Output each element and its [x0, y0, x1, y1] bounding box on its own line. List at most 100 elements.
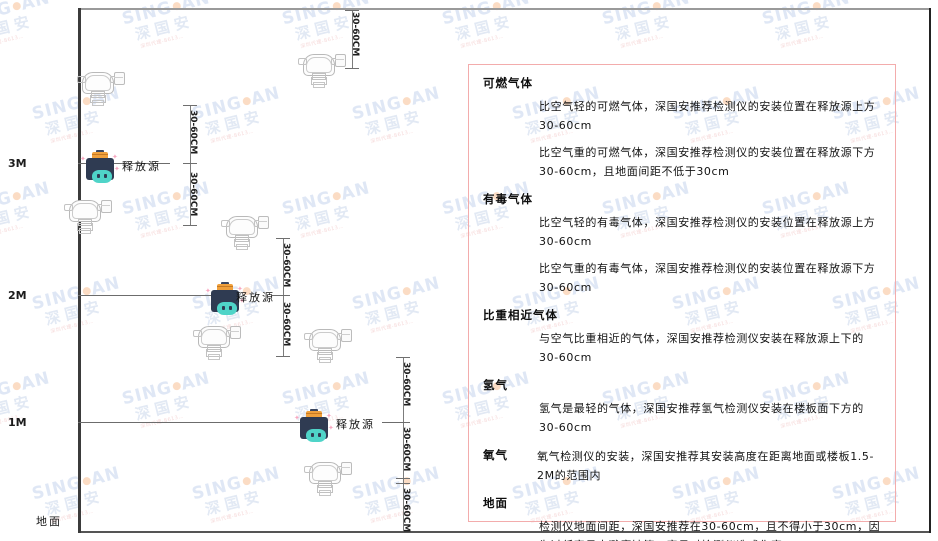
- watermark-brand-cn: 深国安: [133, 11, 196, 44]
- detector-foot: [319, 490, 331, 496]
- panel-section-paragraph: 氢气是最轻的气体，深国安推荐氢气检测仪安装在楼板面下方的30-60cm: [539, 402, 864, 434]
- detector-left-bracket: [298, 58, 307, 65]
- detector-sensor-line: [341, 467, 350, 468]
- gas-detector-device: [220, 212, 269, 250]
- detector-neck: [235, 235, 249, 242]
- release-source-leader-line: [382, 422, 406, 423]
- dimension-tick: [183, 163, 197, 164]
- source-neck: [221, 282, 229, 285]
- release-source-device: ✦ ✦ ✦: [80, 150, 120, 183]
- detector-base: [234, 239, 250, 247]
- watermark-dot-icon: [11, 1, 22, 12]
- detector-left-bracket: [77, 76, 86, 83]
- source-cap: [306, 411, 322, 419]
- source-face-panel: [92, 170, 112, 183]
- source-body: [86, 158, 114, 183]
- watermark-contact: 深圳代理-8613…: [0, 223, 25, 241]
- watermark-contact: 深圳代理-8613…: [209, 128, 255, 146]
- gas-detector-device: [76, 68, 125, 106]
- dimension-label-upper-2: 30-60CM: [188, 172, 198, 217]
- detector-left-bracket: [64, 204, 73, 211]
- watermark-brand-cn: 深国安: [133, 201, 196, 234]
- watermark-contact: 深圳代理-8613…: [369, 128, 415, 146]
- sparkle-icon: ✦: [294, 414, 300, 422]
- axis-level-label-2m: 2M: [8, 289, 27, 302]
- dimension-tick: [276, 356, 290, 357]
- dimension-label-lower-2: 30-60CM: [401, 427, 411, 472]
- panel-section-heading: 氧气: [483, 448, 508, 462]
- gas-detector-device: [303, 325, 352, 363]
- panel-section-heading: 比重相近气体: [483, 308, 558, 322]
- panel-section-paragraph: 检测仪地面间距，深国安推荐在30-60cm，且不得小于30cm，因为过低容易水溅…: [539, 520, 881, 541]
- source-cap-line: [92, 154, 108, 155]
- release-source-label: 释放源: [122, 160, 161, 173]
- detector-foot: [79, 228, 91, 234]
- watermark-dot-icon: [171, 381, 182, 392]
- level-line-2m: [78, 295, 213, 296]
- watermark-dot-icon: [11, 191, 22, 202]
- dimension-label-middle-1: 30-60CM: [281, 243, 291, 288]
- detector-housing-inner: [312, 465, 338, 481]
- source-face-panel: [217, 302, 237, 315]
- watermark-contact: 深圳代理-8613…: [139, 413, 185, 431]
- detector-housing-inner: [229, 219, 255, 235]
- axis-level-label-3m: 3M: [8, 157, 27, 170]
- detector-sensor-line: [335, 59, 344, 60]
- frame-top-border: [78, 8, 930, 10]
- detector-left-bracket: [221, 220, 230, 227]
- detector-foot: [92, 100, 104, 106]
- sparkle-icon: ✦: [205, 287, 211, 295]
- source-eye-right: [318, 433, 321, 437]
- detector-base: [317, 352, 333, 360]
- panel-section-row: 氧气 氧气检测仪的安装，深国安推荐其安装高度在距离地面或楼板1.5-2M的范围内: [483, 447, 881, 485]
- sparkle-icon: ✦: [112, 153, 118, 161]
- watermark-dot-icon: [401, 286, 412, 297]
- dimension-tick: [276, 238, 290, 239]
- detector-foot: [208, 354, 220, 360]
- detector-base: [90, 95, 106, 103]
- dimension-label-lower-1: 30-60CM: [401, 362, 411, 407]
- dimension-tick: [345, 68, 359, 69]
- watermark-brand-cn: 深国安: [453, 11, 516, 44]
- detector-sensor-head: [335, 54, 346, 67]
- detector-sensor-head: [230, 326, 241, 339]
- detector-sensor-line: [230, 331, 239, 332]
- axis-level-label-1m: 1M: [8, 416, 27, 429]
- watermark-brand-cn: 深国安: [0, 201, 36, 234]
- watermark-contact: 深圳代理-8613…: [139, 223, 185, 241]
- detector-sensor-head: [341, 329, 352, 342]
- detector-neck: [318, 348, 332, 355]
- detector-sensor-line: [101, 205, 110, 206]
- watermark-brand-cn: 深国安: [293, 11, 356, 44]
- source-eye-left: [97, 174, 100, 178]
- detector-housing-inner: [306, 57, 332, 73]
- watermark-dot-icon: [241, 476, 252, 487]
- detector-base: [317, 485, 333, 493]
- panel-section-paragraph: 比空气轻的有毒气体，深国安推荐检测仪的安装位置在释放源上方30-60cm: [539, 216, 876, 248]
- watermark-brand-cn: 深国安: [363, 106, 426, 139]
- panel-section-toxic: 有毒气体 比空气轻的有毒气体，深国安推荐检测仪的安装位置在释放源上方30-60cm…: [483, 191, 881, 297]
- dimension-label-top: 30-60CM: [350, 12, 360, 57]
- detector-sensor-line: [258, 221, 267, 222]
- release-source-label: 释放源: [336, 418, 375, 431]
- watermark-dot-icon: [401, 96, 412, 107]
- dimension-tick: [396, 357, 410, 358]
- detector-sensor-line: [114, 77, 123, 78]
- panel-section-heading: 有毒气体: [483, 192, 533, 206]
- dimension-tick: [345, 10, 359, 11]
- detector-foot: [313, 82, 325, 88]
- dimension-label-lower-3: 30-60CM: [401, 488, 411, 533]
- release-source-device: ✦ ✦ ✦: [205, 282, 245, 315]
- watermark-contact: 深圳代理-8613…: [49, 128, 95, 146]
